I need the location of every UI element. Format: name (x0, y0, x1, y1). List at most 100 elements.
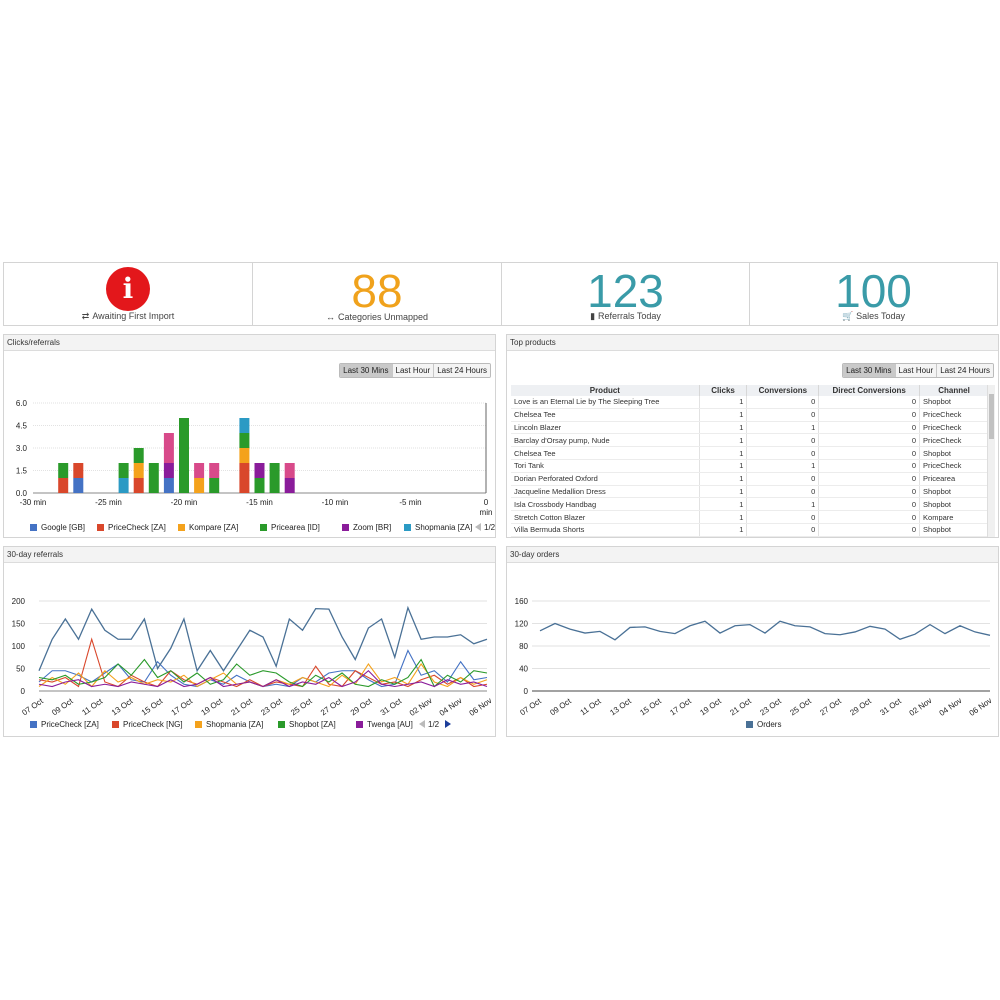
last-24-hours-button[interactable]: Last 24 Hours (936, 364, 993, 377)
column-header[interactable]: Conversions (746, 385, 820, 396)
last-30-mins-button[interactable]: Last 30 Mins (843, 364, 895, 377)
table-cell: PriceCheck (919, 408, 989, 422)
legend-item[interactable]: PriceCheck [ZA] (97, 523, 166, 532)
table-cell: Pricearea (919, 472, 989, 486)
table-cell: 0 (818, 396, 921, 409)
bar-segment (179, 463, 189, 493)
bar-segment (118, 463, 129, 478)
bar-segment (284, 463, 295, 478)
legend-item[interactable]: Orders (746, 720, 781, 729)
table-cell: Shopbot (919, 523, 989, 537)
pager-label: 1/2 (484, 523, 495, 532)
y-tick-label: 160 (515, 597, 529, 606)
scrollbar-thumb[interactable] (989, 394, 994, 439)
bar-segment (58, 463, 69, 478)
legend-swatch (342, 524, 349, 531)
x-tick-label: 13 Oct (608, 696, 633, 717)
table-cell: 0 (746, 523, 820, 537)
table-cell: 0 (818, 497, 921, 512)
table-row[interactable]: Chelsea Tee 1 0 0 Shopbot (511, 446, 989, 460)
legend-item[interactable]: Pricearea [ID] (260, 523, 320, 532)
x-tick-label: 23 Oct (758, 696, 783, 717)
legend-label: Shopbot [ZA] (289, 720, 336, 729)
legend-item[interactable]: Google [GB] (30, 523, 85, 532)
legend-item[interactable]: Zoom [BR] (342, 523, 391, 532)
clicks-referrals-panel: Clicks/referrals Last 30 Mins Last Hour … (3, 334, 496, 538)
legend-item[interactable]: Kompare [ZA] (178, 523, 238, 532)
legend-item[interactable]: Twenga [AU] (356, 720, 413, 729)
x-tick-label: 17 Oct (668, 696, 693, 717)
bar-segment (269, 463, 280, 478)
table-row[interactable]: Tori Tank 1 1 0 PriceCheck (511, 459, 989, 473)
bar-segment (239, 418, 250, 433)
table-row[interactable]: Chelsea Tee 1 0 0 PriceCheck (511, 408, 989, 422)
x-tick-label: 25 Oct (289, 696, 314, 717)
bar-segment (194, 463, 205, 478)
table-cell: Tori Tank (511, 459, 700, 473)
y-tick-label: 0 (21, 687, 26, 696)
table-row[interactable]: Dorian Perforated Oxford 1 0 0 Pricearea (511, 472, 989, 486)
orders-line-chart: 0 40 80 120 160 07 Oct 09 Oct 11 Oct 13 Oct 15 Oc… (515, 597, 994, 729)
stat-label: Categories Unmapped (337, 312, 429, 322)
x-tick-label: 02 Nov (908, 696, 934, 718)
last-hour-button[interactable]: Last Hour (391, 364, 434, 377)
column-header[interactable]: Product (511, 385, 700, 396)
x-tick-label: 15 Oct (140, 696, 165, 717)
bar-segment (133, 478, 144, 493)
x-tick-label: 19 Oct (200, 696, 225, 717)
table-row[interactable]: Jacqueline Medallion Dress 1 0 0 Shopbot (511, 485, 989, 499)
table-row[interactable]: Isla Crossbody Handbag 1 1 0 Shopbot (511, 497, 989, 512)
table-cell: 0 (818, 408, 921, 422)
x-tick-label: 17 Oct (170, 696, 195, 717)
table-cell: 1 (699, 459, 748, 473)
referrals-30day-panel: 30-day referrals 0 50 100 150 200 07 Oct 09 Oc… (3, 546, 496, 737)
last-24-hours-button[interactable]: Last 24 Hours (433, 364, 490, 377)
bar-segment (179, 418, 189, 463)
x-tick-label: 11 Oct (579, 696, 604, 717)
legend-item[interactable]: Shopbot [ZA] (278, 720, 336, 729)
series-line (38, 605, 488, 673)
legend-swatch (30, 721, 37, 728)
x-tick-label: 06 Nov (468, 696, 494, 718)
pager-prev-icon (419, 720, 425, 728)
table-scrollbar[interactable] (987, 385, 995, 537)
legend-label: Shopmania [ZA] (415, 523, 472, 532)
table-row[interactable]: Lincoln Blazer 1 1 0 PriceCheck (511, 421, 989, 435)
x-tick-label: 19 Oct (698, 696, 723, 717)
legend-item[interactable]: PriceCheck [NG] (112, 720, 183, 729)
last-30-mins-button[interactable]: Last 30 Mins (340, 364, 392, 377)
bar-segment (133, 448, 144, 463)
bar-segment (254, 478, 265, 493)
x-tick-label: 07 Oct (20, 696, 45, 717)
x-tick-label: -30 min (20, 498, 47, 507)
panel-title: 30-day orders (507, 547, 998, 563)
table-cell: 0 (746, 472, 820, 486)
legend-swatch (30, 524, 37, 531)
legend-label: Zoom [BR] (353, 523, 391, 532)
bar-segment (254, 463, 265, 478)
time-range-buttons: Last 30 Mins Last Hour Last 24 Hours (339, 363, 491, 378)
arrows-horizontal-icon: ↔ (325, 312, 335, 322)
x-tick-label: 06 Nov (968, 696, 994, 718)
table-cell: 1 (699, 485, 748, 499)
column-header[interactable]: Clicks (699, 385, 748, 396)
table-row[interactable]: Stretch Cotton Blazer 1 0 0 Kompare (511, 510, 989, 524)
legend-swatch (112, 721, 119, 728)
legend-item[interactable]: Shopmania [ZA] (404, 523, 472, 532)
legend-item[interactable]: PriceCheck [ZA] (30, 720, 99, 729)
bar-segment (133, 463, 144, 478)
table-cell: 0 (746, 396, 820, 409)
legend-item[interactable]: Shopmania [ZA] (195, 720, 263, 729)
x-tick-label: min (480, 508, 493, 517)
table-row[interactable]: Love is an Eternal Lie by The Sleeping T… (511, 396, 989, 409)
legend-swatch (278, 721, 285, 728)
column-header[interactable]: Direct Conversions (818, 385, 921, 396)
table-cell: Jacqueline Medallion Dress (511, 485, 700, 499)
column-header[interactable]: Channel (919, 385, 989, 396)
table-row[interactable]: Barclay d'Orsay pump, Nude 1 0 0 PriceCheck (511, 433, 989, 448)
y-tick-label: 200 (12, 597, 26, 606)
last-hour-button[interactable]: Last Hour (894, 364, 937, 377)
table-row[interactable]: Villa Bermuda Shorts 1 0 0 Shopbot (511, 523, 989, 537)
bar-segment (163, 478, 174, 493)
x-tick-label: 09 Oct (50, 696, 75, 717)
